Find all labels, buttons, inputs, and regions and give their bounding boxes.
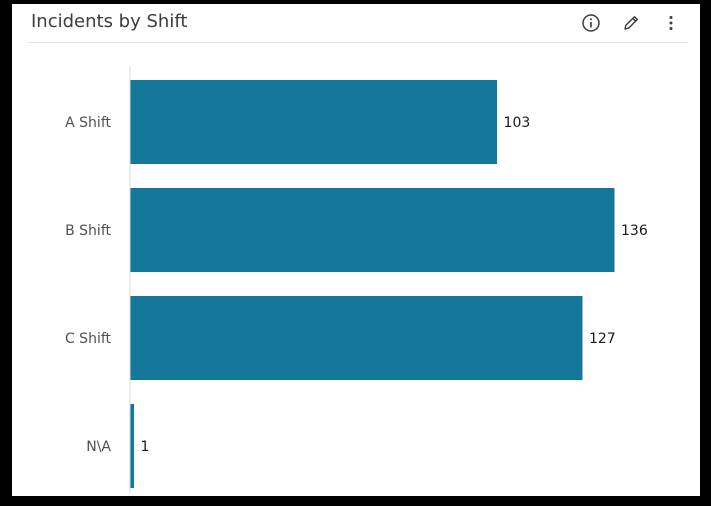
bar-2[interactable]	[130, 296, 583, 380]
pencil-icon[interactable]	[620, 12, 642, 34]
more-vertical-icon[interactable]	[660, 12, 682, 34]
chart-card: Incidents by Shift	[12, 4, 700, 496]
chart-area: A Shift 103 B Shift 136 C Shift 127 N\A 1	[12, 44, 700, 496]
info-icon[interactable]	[580, 12, 602, 34]
bar-1[interactable]	[130, 188, 615, 272]
category-label: C Shift	[65, 331, 112, 347]
data-label: 103	[504, 115, 531, 131]
header-actions	[562, 12, 682, 34]
data-label: 136	[621, 223, 648, 239]
category-label: N\A	[86, 439, 111, 455]
chart-title: Incidents by Shift	[31, 11, 188, 32]
category-label: A Shift	[65, 115, 111, 131]
bar-chart: A Shift 103 B Shift 136 C Shift 127 N\A 1	[65, 66, 648, 494]
bar-3[interactable]	[130, 404, 135, 488]
category-label: B Shift	[65, 223, 111, 239]
data-label: 1	[141, 439, 150, 455]
bar-0[interactable]	[130, 80, 498, 164]
card-header: Incidents by Shift	[28, 4, 688, 43]
data-label: 127	[589, 331, 616, 347]
